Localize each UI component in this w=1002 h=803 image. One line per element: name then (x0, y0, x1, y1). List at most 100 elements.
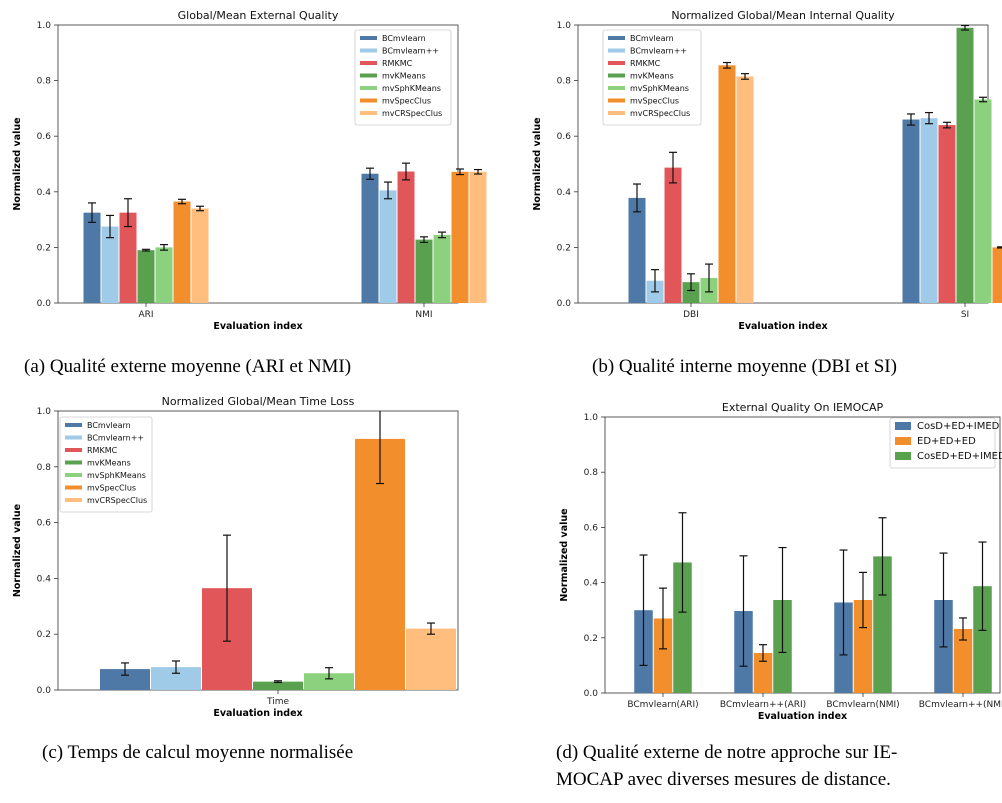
bar (361, 173, 379, 303)
legend-swatch (65, 460, 82, 465)
y-tick-label: 1.0 (557, 21, 572, 31)
x-tick-label: BCmvlearn++(ARI) (720, 700, 806, 710)
legend-label: RMKMC (630, 59, 661, 68)
y-axis-label: Normalized value (12, 504, 23, 597)
chart-panel-d: External Quality On IEMOCAP 0.0 0.2 0.4 0.6 0… (500, 392, 1002, 727)
bar (137, 250, 155, 303)
bar (938, 125, 956, 303)
legend-box (889, 417, 996, 469)
chart-title: Normalized Global/Mean Internal Quality (671, 9, 895, 22)
y-tick-label: 1.0 (584, 413, 599, 423)
legend-label: CosED+ED+IMED (917, 451, 1002, 462)
bar (853, 599, 873, 693)
caption-d-line2: MOCAP avec diverses mesures de distance. (556, 769, 891, 790)
bar (718, 65, 736, 303)
bar (992, 247, 1002, 303)
bar (415, 239, 433, 303)
x-tick-label: DBI (683, 310, 699, 320)
bar (956, 27, 974, 304)
x-tick-label: BCmvlearn(NMI) (826, 700, 899, 710)
y-tick-label: 0.2 (557, 243, 571, 253)
legend-box (59, 416, 153, 513)
plot-frame (604, 416, 1001, 694)
legend-swatch (608, 61, 625, 65)
bar (100, 669, 150, 690)
bar (664, 167, 682, 303)
legend-swatch (608, 111, 625, 115)
bar (628, 197, 646, 303)
chart-panel-a: Global/Mean External Quality 0.0 0.2 0.4 0.6… (0, 0, 487, 345)
y-tick-label: 0.2 (584, 634, 598, 644)
x-tick-label: BCmvlearn(ARI) (627, 700, 698, 710)
legend-swatch (360, 86, 377, 90)
legend-label: BCmvlearn (630, 34, 674, 43)
bar (873, 556, 892, 693)
caption-d-line1: (d) Qualité externe de notre approche su… (556, 742, 898, 763)
legend-swatch (65, 498, 82, 502)
bar (974, 99, 992, 303)
y-tick-label: 0.0 (37, 299, 52, 309)
legend-label: mvCRSpecClus (630, 109, 690, 118)
legend-swatch (65, 473, 82, 477)
bar (920, 118, 938, 303)
legend-swatch (360, 73, 377, 78)
y-tick-label: 0.6 (37, 132, 52, 142)
legend-swatch (895, 452, 911, 460)
y-tick-label: 0.6 (557, 132, 572, 142)
legend-swatch (608, 48, 625, 53)
chart-d: External Quality On IEMOCAP 0.0 0.2 0.4 0.6 0… (559, 401, 1002, 722)
y-tick-label: 0.0 (37, 686, 52, 696)
x-tick-label: Time (266, 697, 289, 707)
bar (736, 76, 754, 304)
legend-swatch (65, 485, 82, 490)
x-axis-label: Evaluation index (758, 711, 847, 722)
y-tick-label: 0.0 (584, 689, 599, 699)
y-axis-label: Normalized value (559, 508, 570, 601)
chart-title: Normalized Global/Mean Time Loss (162, 395, 355, 408)
y-tick-label: 0.6 (37, 519, 52, 529)
bar (753, 652, 773, 693)
legend-label: BCmvlearn++ (630, 47, 687, 56)
y-tick-label: 0.8 (557, 77, 572, 87)
legend-label: BCmvlearn (382, 34, 426, 43)
y-axis-label: Normalized value (12, 117, 23, 210)
legend-swatch (65, 435, 82, 440)
legend-label: BCmvlearn++ (382, 47, 439, 56)
y-axis-label: Normalized value (532, 117, 543, 210)
bar (101, 226, 119, 303)
plot-frame (57, 24, 459, 304)
legend-label: mvKMeans (87, 459, 131, 468)
y-tick-label: 0.2 (37, 630, 51, 640)
legend-swatch (608, 36, 625, 40)
legend-label: mvSpecClus (630, 97, 679, 106)
y-tick-label: 1.0 (37, 21, 52, 31)
legend-swatch (895, 437, 911, 445)
legend-swatch (65, 448, 82, 452)
legend-swatch (65, 423, 82, 427)
legend-label: CosD+ED+IMED (917, 421, 1000, 432)
legend-swatch (360, 48, 377, 53)
chart-b: Normalized Global/Mean Internal Quality 0… (532, 9, 1002, 332)
bar (953, 628, 973, 693)
legend-label: ED+ED+ED (917, 436, 976, 447)
bar (379, 190, 397, 303)
chart-c: Normalized Global/Mean Time Loss 0.0 0.2 0.… (12, 395, 459, 719)
x-axis-label: Evaluation index (738, 321, 827, 332)
caption-c: (c) Temps de calcul moyenne normalisée (42, 742, 354, 763)
y-tick-label: 0.8 (37, 77, 52, 87)
bar (433, 234, 451, 303)
y-tick-label: 1.0 (37, 407, 52, 417)
x-tick-label: SI (961, 310, 969, 320)
legend-label: mvSpecClus (87, 484, 136, 493)
bar (304, 673, 354, 690)
legend-swatch (608, 98, 625, 103)
bar (151, 667, 201, 690)
legend-swatch (895, 422, 911, 430)
bar (902, 119, 920, 304)
bar (173, 201, 191, 303)
legend-label: mvSphKMeans (382, 84, 441, 93)
legend-swatch (360, 111, 377, 115)
x-tick-label: NMI (415, 310, 432, 320)
chart-title: External Quality On IEMOCAP (722, 401, 884, 414)
legend-swatch (360, 98, 377, 103)
